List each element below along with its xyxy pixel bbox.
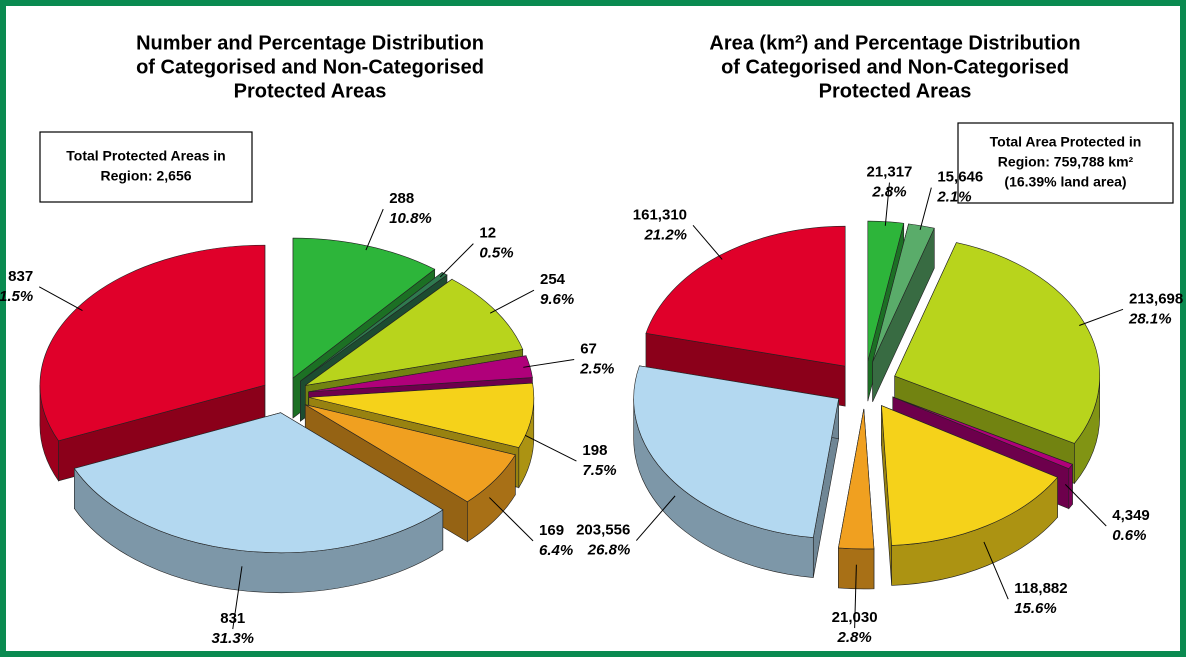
value-label: 213,698 [1129, 290, 1183, 307]
leader-line [854, 564, 857, 629]
leader-line [919, 187, 932, 230]
leader-line [884, 182, 890, 226]
value-label: 4,349 [1112, 507, 1150, 524]
slice [872, 223, 935, 402]
slice-top [292, 237, 436, 379]
percent-label: 15.6% [1014, 600, 1057, 617]
value-label: 288 [389, 190, 414, 207]
leader-line [1079, 308, 1124, 326]
slice [881, 405, 1059, 586]
percent-label: 6.4% [539, 542, 573, 559]
slice-top [39, 244, 266, 442]
chart-title: of Categorised and Non-Categorised [721, 56, 1069, 78]
annotation-box [39, 131, 253, 203]
leader-line [692, 225, 723, 260]
chart-title: Protected Areas [234, 80, 387, 102]
percent-label: 0.6% [1112, 527, 1146, 544]
value-label: 67 [580, 340, 597, 357]
leader-line [489, 289, 535, 314]
chart-title: Protected Areas [819, 80, 972, 102]
value-label: 21,317 [867, 164, 913, 181]
leader-line [524, 434, 577, 462]
percent-label: 26.8% [587, 542, 631, 559]
leader-line [1064, 484, 1107, 527]
percent-label: 2.8% [837, 629, 872, 646]
slice-top [881, 405, 1059, 546]
slice-top [894, 242, 1100, 444]
value-label: 21,030 [832, 609, 878, 626]
slice [73, 412, 444, 593]
slice-top [305, 278, 524, 386]
annotation-text: Region: 2,656 [100, 168, 191, 184]
percent-label: 10.8% [389, 210, 432, 227]
value-label: 198 [582, 442, 607, 459]
leader-line [439, 243, 474, 278]
leader-line [38, 286, 83, 312]
slice [39, 244, 266, 482]
percent-label: 0.5% [479, 245, 513, 262]
annotation-text: (16.39% land area) [1004, 174, 1126, 190]
value-label: 161,310 [633, 206, 687, 223]
leader-line [232, 566, 243, 630]
slice-top [892, 396, 1073, 470]
annotation-text: Total Area Protected in [990, 134, 1142, 150]
chart-title: of Categorised and Non-Categorised [136, 56, 484, 78]
annotation-text: Region: 759,788 km² [998, 154, 1134, 170]
slice-top [633, 365, 840, 538]
leader-line [983, 541, 1009, 600]
percent-label: 2.5% [579, 360, 614, 377]
value-label: 831 [220, 610, 245, 627]
slice [838, 408, 875, 590]
leader-line [523, 359, 575, 368]
slice-top [300, 272, 448, 382]
percent-label: 7.5% [582, 462, 616, 479]
annotation-text: Total Protected Areas in [66, 148, 225, 164]
pie [39, 237, 535, 593]
value-label: 837 [8, 268, 33, 285]
slice-top [645, 225, 846, 367]
slice-top [838, 408, 875, 550]
value-label: 12 [479, 225, 496, 242]
percent-label: 31.3% [211, 630, 254, 647]
chart-title: Number and Percentage Distribution [136, 32, 484, 54]
chart-title: Area (km²) and Percentage Distribution [709, 32, 1080, 54]
value-label: 118,882 [1014, 580, 1067, 597]
slice-top [73, 412, 444, 553]
slice [633, 365, 840, 578]
pie [633, 220, 1100, 590]
leader-line [489, 497, 534, 542]
percent-label: 9.6% [540, 291, 574, 308]
percent-label: 2.8% [871, 184, 906, 201]
leader-line [635, 495, 676, 541]
slice-top [308, 382, 535, 448]
percent-label: 21.2% [643, 226, 687, 243]
value-label: 254 [540, 271, 566, 288]
slice-top [305, 404, 516, 503]
percent-label: 2.1% [936, 189, 971, 206]
value-label: 169 [539, 522, 564, 539]
value-label: 203,556 [576, 522, 630, 539]
percent-label: 31.5% [0, 288, 33, 305]
percent-label: 28.1% [1128, 310, 1172, 327]
annotation-box [957, 122, 1174, 204]
leader-line [365, 208, 384, 251]
value-label: 15,646 [937, 169, 983, 186]
slice-side [1068, 463, 1073, 510]
